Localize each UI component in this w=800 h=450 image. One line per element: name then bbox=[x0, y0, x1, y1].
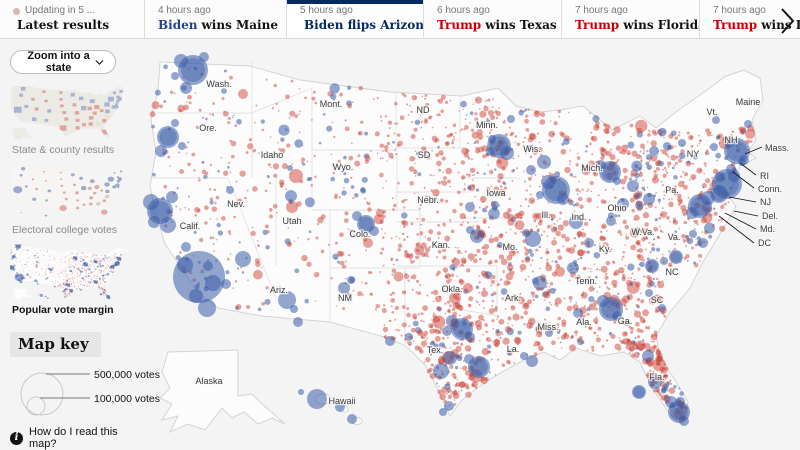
tab-lead-text: Biden flips Arizona bbox=[304, 17, 424, 34]
svg-text:Mont.: Mont. bbox=[320, 99, 343, 109]
svg-text:Pa.: Pa. bbox=[665, 185, 679, 195]
svg-text:NH: NH bbox=[725, 135, 738, 145]
svg-text:Calif.: Calif. bbox=[180, 221, 201, 231]
view-popular-vote-margin[interactable]: Popular vote margin bbox=[10, 244, 148, 317]
key-label-large: 500,000 votes bbox=[94, 369, 160, 381]
svg-text:Conn.: Conn. bbox=[758, 184, 782, 194]
view-label: Electoral college votes bbox=[12, 224, 148, 237]
view-state-county-results[interactable]: State & county results bbox=[10, 84, 148, 157]
info-icon: i bbox=[10, 432, 23, 445]
svg-text:Mass.: Mass. bbox=[765, 143, 789, 153]
view-electoral-college-votes[interactable]: Electoral college votes bbox=[10, 164, 148, 237]
tab-rest-text: Latest results bbox=[17, 17, 109, 34]
svg-text:Iowa: Iowa bbox=[486, 188, 505, 198]
svg-text:Ore.: Ore. bbox=[199, 123, 217, 133]
chevron-right-icon bbox=[777, 6, 797, 36]
svg-text:Ariz.: Ariz. bbox=[270, 285, 288, 295]
help-label: How do I read this map? bbox=[29, 426, 148, 450]
tab-lead-text: Trump bbox=[575, 17, 619, 34]
svg-text:Ky.: Ky. bbox=[599, 244, 611, 254]
svg-text:Ark.: Ark. bbox=[505, 293, 521, 303]
svg-text:Vt.: Vt. bbox=[706, 107, 717, 117]
key-circle-small bbox=[27, 397, 45, 415]
svg-text:NY: NY bbox=[687, 149, 700, 159]
svg-text:SD: SD bbox=[418, 150, 431, 160]
svg-text:Ala.: Ala. bbox=[576, 317, 592, 327]
tab-lead-text: Trump bbox=[437, 17, 481, 34]
tab-biden-wins-maine[interactable]: 4 hours ago Biden wins Maine bbox=[145, 0, 287, 38]
tab-time: Updating in 5 ... bbox=[25, 5, 95, 17]
tab-time: 6 hours ago bbox=[437, 5, 490, 17]
tab-time: 7 hours ago bbox=[713, 5, 766, 17]
svg-text:Okla.: Okla. bbox=[441, 284, 462, 294]
svg-text:Ill.: Ill. bbox=[542, 210, 551, 220]
tab-rest-text: wins Texas bbox=[485, 17, 556, 34]
svg-text:La.: La. bbox=[507, 344, 520, 354]
svg-text:ND: ND bbox=[417, 105, 430, 115]
svg-text:Ind.: Ind. bbox=[571, 212, 586, 222]
svg-text:Ga.: Ga. bbox=[618, 316, 633, 326]
svg-text:Idaho: Idaho bbox=[261, 150, 284, 160]
svg-text:Hawaii: Hawaii bbox=[328, 396, 355, 406]
svg-text:Nev.: Nev. bbox=[227, 199, 245, 209]
svg-text:Wash.: Wash. bbox=[206, 79, 231, 89]
timeline-next-button[interactable] bbox=[776, 6, 798, 36]
svg-text:Tex.: Tex. bbox=[427, 345, 444, 355]
tab-rest-text: wins Florida bbox=[623, 17, 700, 34]
tab-trump-wins-texas[interactable]: 6 hours ago Trump wins Texas bbox=[424, 0, 562, 38]
svg-text:Mich.: Mich. bbox=[581, 163, 603, 173]
map-key-title: Map key bbox=[10, 332, 101, 357]
tab-rest-text: wins Maine bbox=[201, 17, 278, 34]
svg-text:RI: RI bbox=[760, 171, 769, 181]
svg-text:Tenn.: Tenn. bbox=[575, 276, 597, 286]
svg-text:NJ: NJ bbox=[760, 197, 771, 207]
zoom-into-state-dropdown[interactable]: Zoom into a state bbox=[10, 50, 116, 74]
tab-time: 5 hours ago bbox=[300, 5, 353, 17]
tab-latest-results[interactable]: Updating in 5 ... Latest results bbox=[0, 0, 145, 38]
svg-text:Maine: Maine bbox=[736, 97, 761, 107]
svg-text:Ohio: Ohio bbox=[607, 203, 626, 213]
svg-text:Va.: Va. bbox=[668, 232, 681, 242]
svg-text:Mo.: Mo. bbox=[502, 242, 517, 252]
tab-biden-flips-arizona[interactable]: 5 hours ago Biden flips Arizona bbox=[287, 0, 424, 38]
zoom-dropdown-label: Zoom into a state bbox=[22, 50, 95, 74]
map-sidebar: Zoom into a state State & county results… bbox=[10, 50, 148, 450]
view-label: State & county results bbox=[12, 144, 148, 157]
svg-text:Alaska: Alaska bbox=[195, 376, 222, 386]
svg-text:Utah: Utah bbox=[282, 216, 301, 226]
choropleth-thumbnail bbox=[10, 84, 130, 142]
tab-lead-text: Trump bbox=[713, 17, 757, 34]
tab-time: 4 hours ago bbox=[158, 5, 211, 17]
view-label: Popular vote margin bbox=[12, 304, 148, 317]
map-help-link[interactable]: i How do I read this map? bbox=[10, 426, 148, 450]
svg-text:NC: NC bbox=[666, 267, 679, 277]
svg-text:SC: SC bbox=[651, 295, 664, 305]
svg-text:NM: NM bbox=[338, 293, 352, 303]
svg-text:Wyo.: Wyo. bbox=[333, 162, 353, 172]
svg-text:Fla.: Fla. bbox=[649, 372, 664, 382]
key-label-small: 100,000 votes bbox=[94, 393, 160, 405]
svg-text:Minn.: Minn. bbox=[476, 120, 498, 130]
svg-text:Miss.: Miss. bbox=[538, 322, 559, 332]
svg-text:Kan.: Kan. bbox=[432, 240, 451, 250]
svg-text:W.Va.: W.Va. bbox=[631, 227, 654, 237]
tab-time: 7 hours ago bbox=[575, 5, 628, 17]
svg-text:DC: DC bbox=[758, 238, 771, 248]
svg-text:Del.: Del. bbox=[762, 211, 778, 221]
chevron-down-icon bbox=[95, 59, 104, 66]
svg-text:Colo.: Colo. bbox=[349, 229, 370, 239]
tab-lead-text: Biden bbox=[158, 17, 197, 34]
svg-text:Nebr.: Nebr. bbox=[417, 195, 439, 205]
electoral-college-thumbnail bbox=[10, 164, 130, 222]
map-key-diagram: 500,000 votes 100,000 votes bbox=[10, 361, 160, 419]
popular-vote-thumbnail bbox=[10, 244, 130, 302]
timeline-tabs: Updating in 5 ... Latest results 4 hours… bbox=[0, 0, 800, 39]
tab-trump-wins-florida[interactable]: 7 hours ago Trump wins Florida bbox=[562, 0, 700, 38]
svg-text:Wis.: Wis. bbox=[523, 144, 541, 154]
svg-text:Md.: Md. bbox=[760, 224, 775, 234]
live-dot-icon bbox=[13, 8, 20, 15]
